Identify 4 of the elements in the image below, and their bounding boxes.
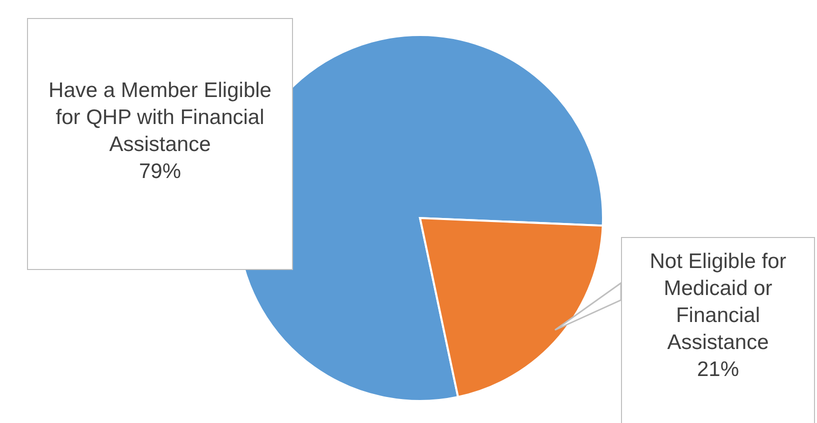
slice-label: Have a Member Eligible for QHP with Financial Assistance <box>48 78 272 158</box>
data-label: 21% <box>696 357 740 383</box>
data-label: 79% <box>138 159 182 185</box>
slice-label: Not Eligible for Medicaid or Financial Assistance <box>648 249 788 356</box>
